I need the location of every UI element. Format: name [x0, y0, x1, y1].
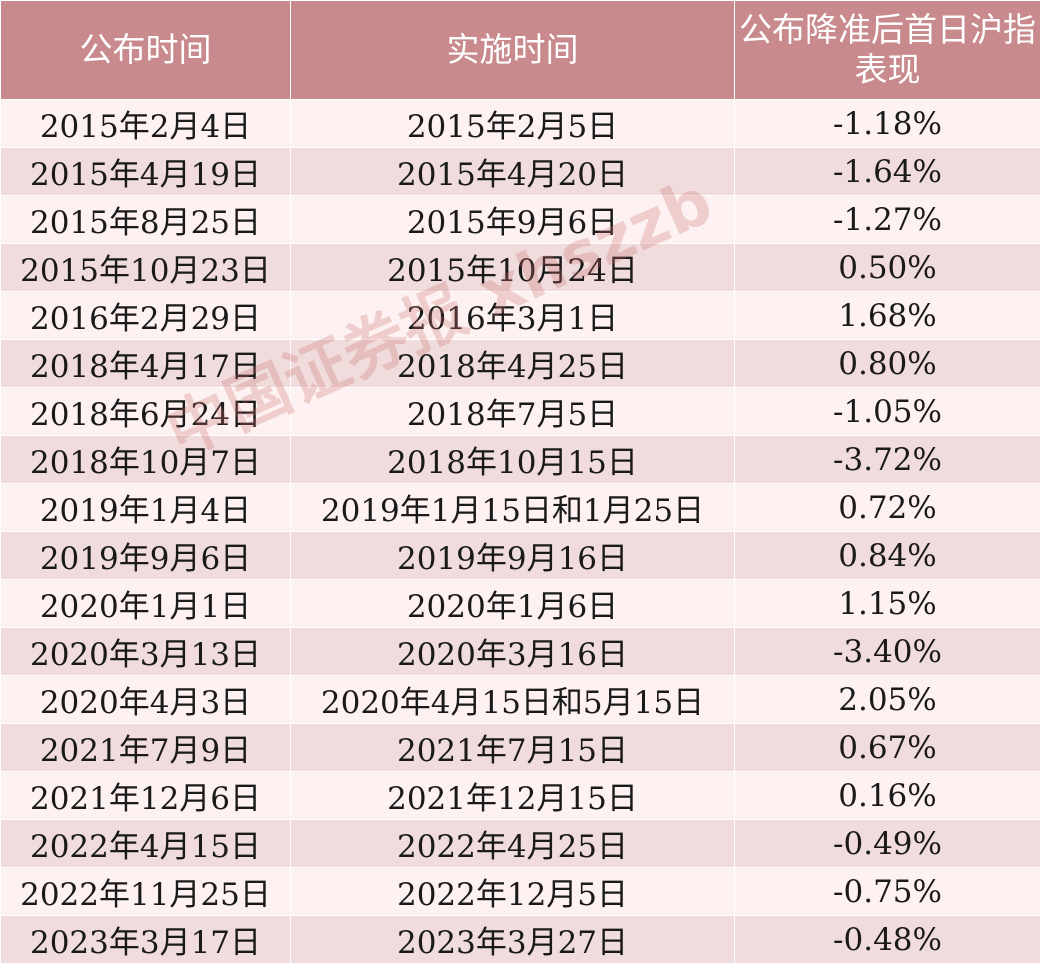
cell-announce-date: 2018年6月24日: [0, 387, 291, 436]
cell-announce-date: 2018年4月17日: [0, 339, 291, 388]
cell-implement-date: 2021年12月15日: [290, 771, 735, 820]
table-header-row: 公布时间 实施时间 公布降准后首日沪指表现: [0, 0, 1040, 100]
table-row: 2016年2月29日 2016年3月1日 1.68%: [0, 291, 1040, 340]
cell-announce-date: 2020年3月13日: [0, 627, 291, 676]
cell-index-change: 1.68%: [734, 291, 1040, 340]
cell-index-change: -3.72%: [734, 435, 1040, 484]
cell-index-change: 2.05%: [734, 675, 1040, 724]
cell-implement-date: 2015年10月24日: [290, 243, 735, 292]
table-body: 2015年2月4日 2015年2月5日 -1.18% 2015年4月19日 2015年4…: [0, 99, 1040, 964]
cell-announce-date: 2022年11月25日: [0, 867, 291, 916]
cell-announce-date: 2015年8月25日: [0, 195, 291, 244]
table-row: 2020年4月3日 2020年4月15日和5月15日 2.05%: [0, 675, 1040, 724]
cell-announce-date: 2015年4月19日: [0, 147, 291, 196]
table-row: 2015年10月23日 2015年10月24日 0.50%: [0, 243, 1040, 292]
cell-implement-date: 2019年9月16日: [290, 531, 735, 580]
table-row: 2022年4月15日 2022年4月25日 -0.49%: [0, 819, 1040, 868]
table-row: 2018年10月7日 2018年10月15日 -3.72%: [0, 435, 1040, 484]
table-row: 2022年11月25日 2022年12月5日 -0.75%: [0, 867, 1040, 916]
table-row: 2023年3月17日 2023年3月27日 -0.48%: [0, 915, 1040, 964]
cell-index-change: 0.80%: [734, 339, 1040, 388]
table-row: 2021年12月6日 2021年12月15日 0.16%: [0, 771, 1040, 820]
cell-implement-date: 2021年7月15日: [290, 723, 735, 772]
cell-implement-date: 2015年9月6日: [290, 195, 735, 244]
cell-implement-date: 2018年7月5日: [290, 387, 735, 436]
table-row: 2019年1月4日 2019年1月15日和1月25日 0.72%: [0, 483, 1040, 532]
cell-announce-date: 2019年9月6日: [0, 531, 291, 580]
cell-index-change: 0.50%: [734, 243, 1040, 292]
cell-index-change: -1.64%: [734, 147, 1040, 196]
header-implement-date: 实施时间: [290, 0, 735, 100]
cell-implement-date: 2020年4月15日和5月15日: [290, 675, 735, 724]
cell-announce-date: 2021年12月6日: [0, 771, 291, 820]
cell-index-change: -0.48%: [734, 915, 1040, 964]
cell-announce-date: 2019年1月4日: [0, 483, 291, 532]
cell-implement-date: 2015年4月20日: [290, 147, 735, 196]
cell-implement-date: 2020年3月16日: [290, 627, 735, 676]
cell-index-change: -3.40%: [734, 627, 1040, 676]
cell-index-change: -0.49%: [734, 819, 1040, 868]
cell-announce-date: 2020年1月1日: [0, 579, 291, 628]
cell-index-change: 0.72%: [734, 483, 1040, 532]
cell-announce-date: 2021年7月9日: [0, 723, 291, 772]
header-index-change: 公布降准后首日沪指表现: [734, 0, 1040, 100]
table-row: 2018年6月24日 2018年7月5日 -1.05%: [0, 387, 1040, 436]
cell-implement-date: 2022年4月25日: [290, 819, 735, 868]
table-row: 2020年3月13日 2020年3月16日 -3.40%: [0, 627, 1040, 676]
cell-index-change: 0.84%: [734, 531, 1040, 580]
cell-announce-date: 2015年2月4日: [0, 99, 291, 148]
cell-implement-date: 2016年3月1日: [290, 291, 735, 340]
cell-implement-date: 2022年12月5日: [290, 867, 735, 916]
table-row: 2015年8月25日 2015年9月6日 -1.27%: [0, 195, 1040, 244]
cell-announce-date: 2020年4月3日: [0, 675, 291, 724]
cell-index-change: -1.18%: [734, 99, 1040, 148]
table-row: 2019年9月6日 2019年9月16日 0.84%: [0, 531, 1040, 580]
cell-index-change: 0.16%: [734, 771, 1040, 820]
table-row: 2018年4月17日 2018年4月25日 0.80%: [0, 339, 1040, 388]
cell-implement-date: 2023年3月27日: [290, 915, 735, 964]
cell-index-change: -0.75%: [734, 867, 1040, 916]
cell-index-change: -1.05%: [734, 387, 1040, 436]
cell-implement-date: 2020年1月6日: [290, 579, 735, 628]
cell-index-change: 0.67%: [734, 723, 1040, 772]
cell-implement-date: 2019年1月15日和1月25日: [290, 483, 735, 532]
cell-implement-date: 2018年10月15日: [290, 435, 735, 484]
table-row: 2020年1月1日 2020年1月6日 1.15%: [0, 579, 1040, 628]
cell-announce-date: 2022年4月15日: [0, 819, 291, 868]
table-row: 2021年7月9日 2021年7月15日 0.67%: [0, 723, 1040, 772]
cell-announce-date: 2023年3月17日: [0, 915, 291, 964]
cell-index-change: 1.15%: [734, 579, 1040, 628]
table-row: 2015年4月19日 2015年4月20日 -1.64%: [0, 147, 1040, 196]
cell-announce-date: 2015年10月23日: [0, 243, 291, 292]
header-announce-date: 公布时间: [0, 0, 291, 100]
cell-announce-date: 2018年10月7日: [0, 435, 291, 484]
cell-implement-date: 2018年4月25日: [290, 339, 735, 388]
cell-implement-date: 2015年2月5日: [290, 99, 735, 148]
cell-announce-date: 2016年2月29日: [0, 291, 291, 340]
cell-index-change: -1.27%: [734, 195, 1040, 244]
table-row: 2015年2月4日 2015年2月5日 -1.18%: [0, 99, 1040, 148]
